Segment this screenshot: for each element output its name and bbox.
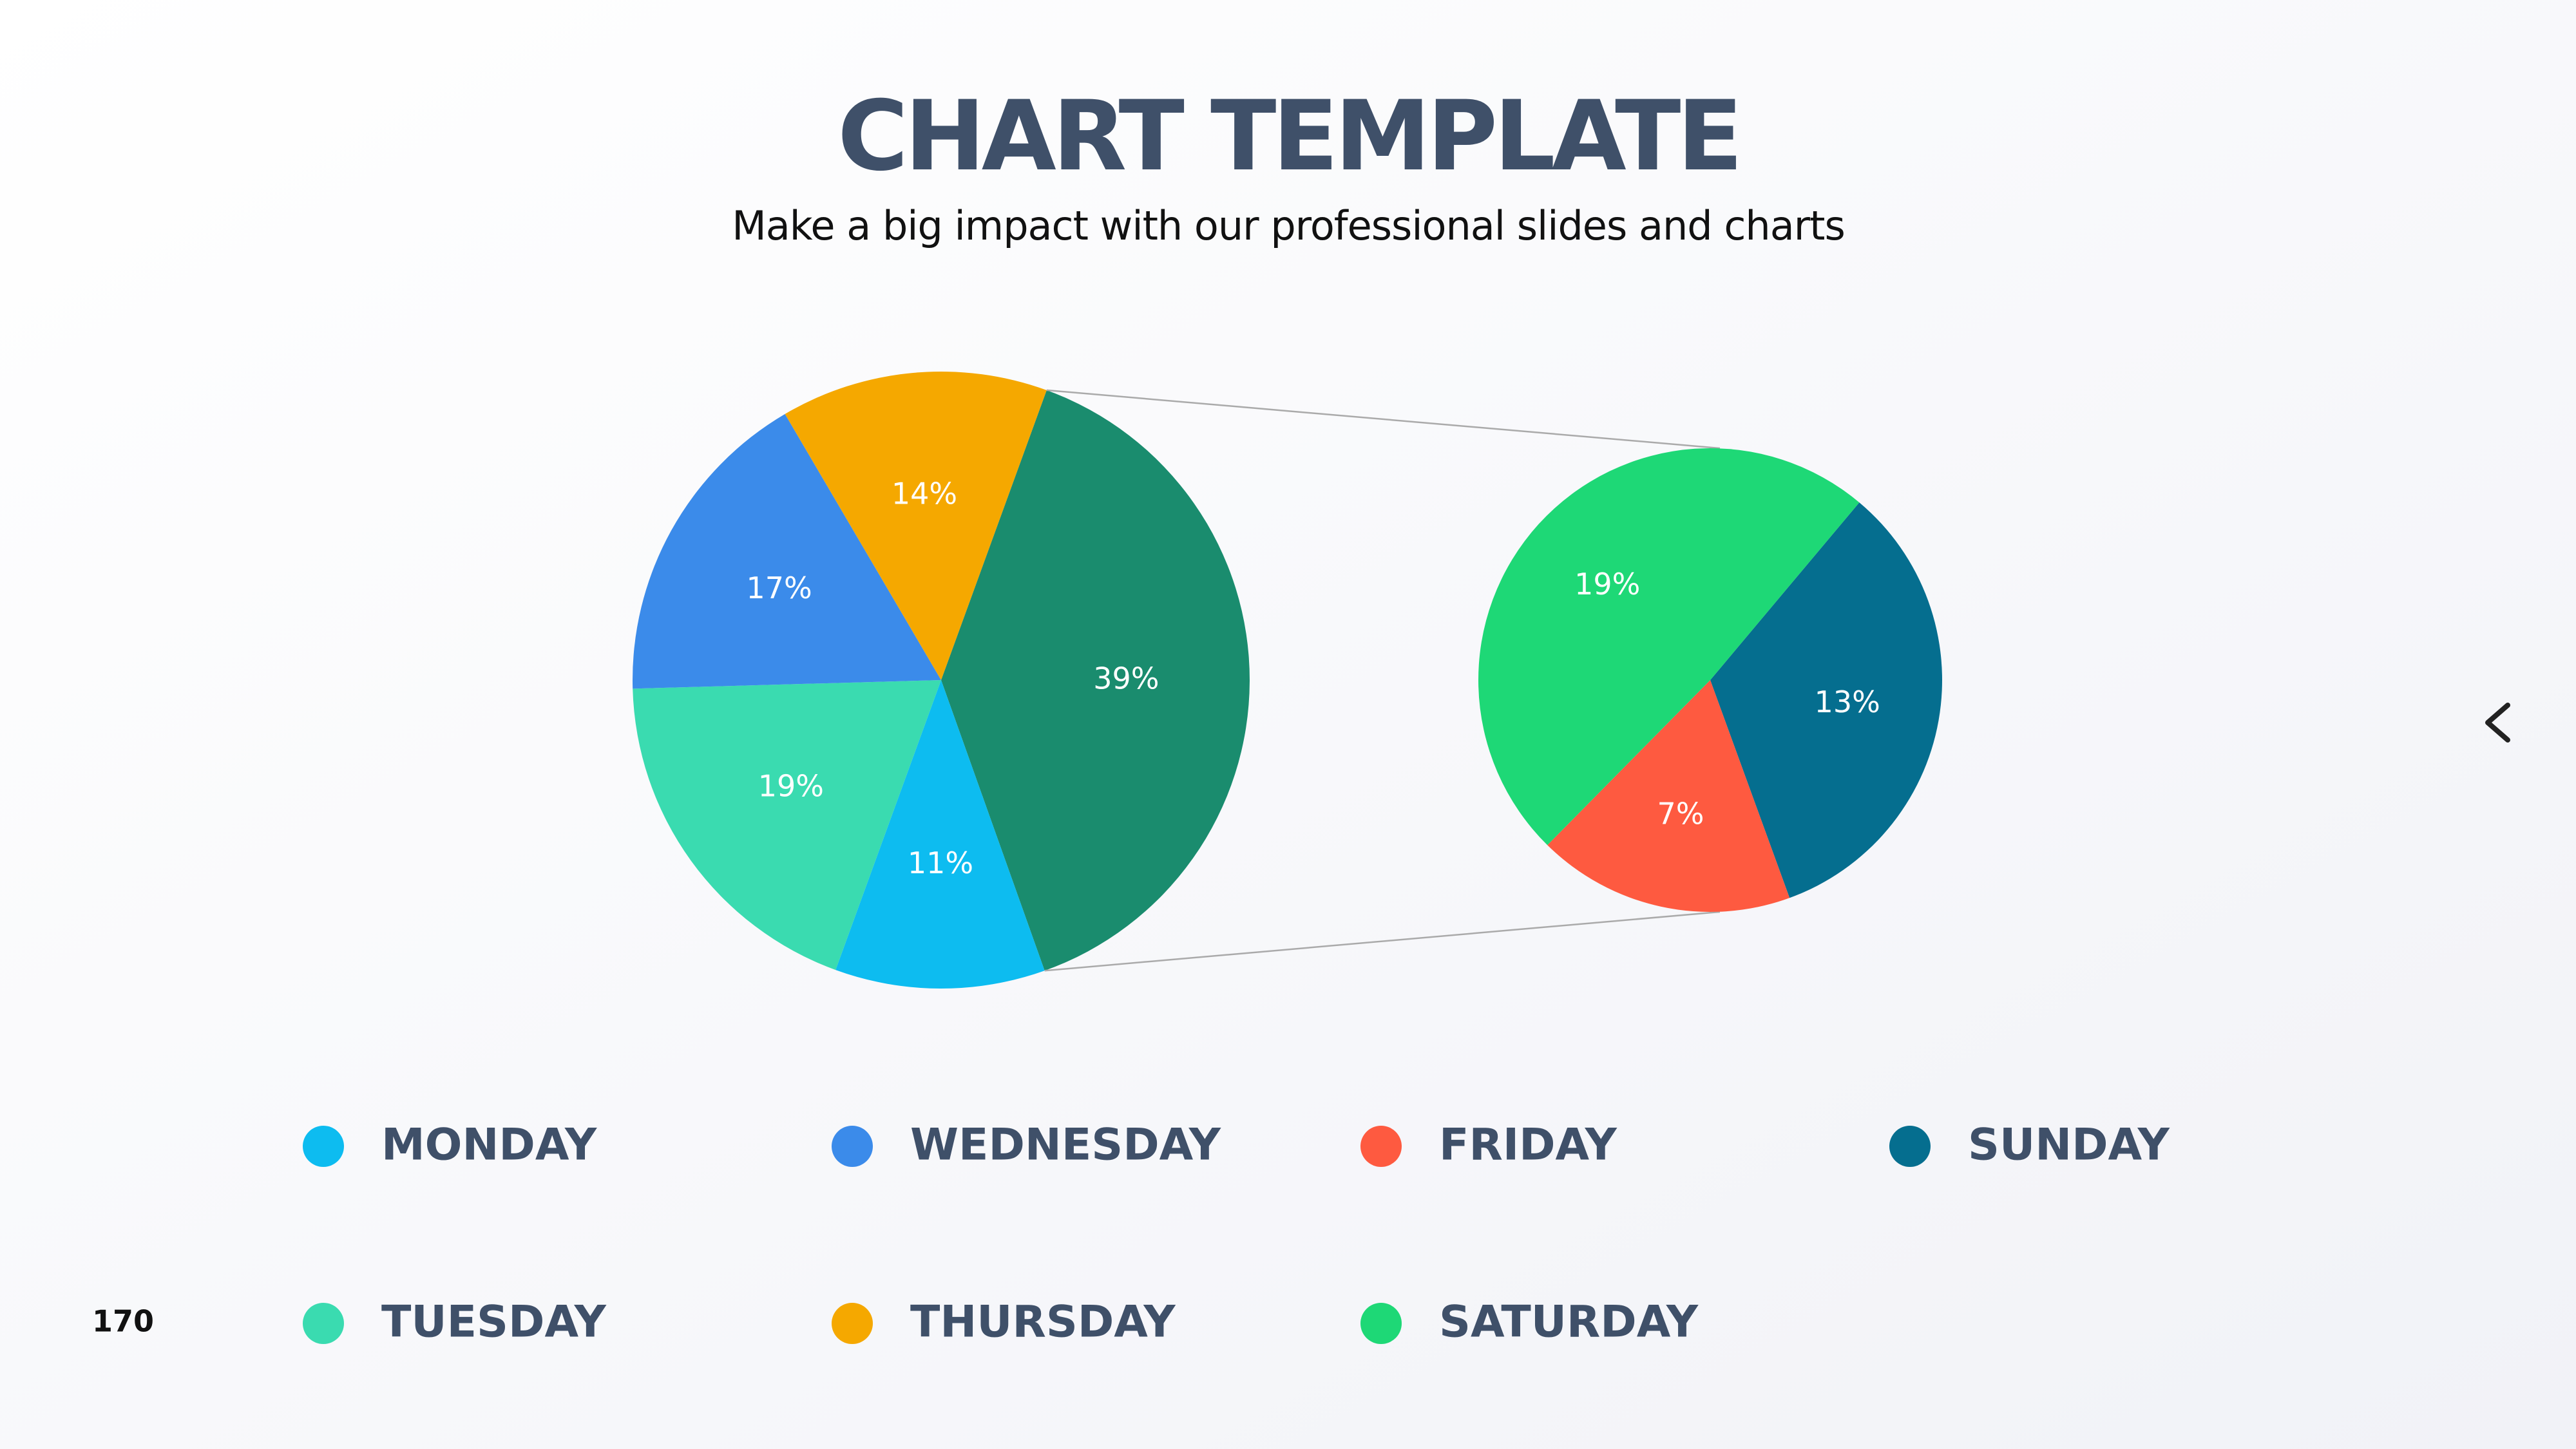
pie-slice	[633, 413, 941, 689]
legend-label: MONDAY	[381, 1120, 597, 1171]
legend-marker	[832, 1126, 873, 1167]
slice-label: 14%	[892, 476, 957, 511]
legend-label: TUESDAY	[381, 1297, 607, 1348]
legend-marker	[303, 1126, 344, 1167]
slice-label: 13%	[1815, 685, 1880, 719]
legend-marker	[1360, 1126, 1402, 1167]
slice-label: 19%	[758, 769, 824, 804]
slice-label: 7%	[1657, 797, 1704, 831]
slice-label: 39%	[1093, 661, 1159, 696]
pie-slice	[1547, 680, 1790, 913]
legend-label: SATURDAY	[1439, 1297, 1699, 1348]
legend-marker	[832, 1303, 873, 1344]
pie-slice	[835, 680, 1045, 989]
legend-marker	[303, 1303, 344, 1344]
pie-slice	[1710, 502, 1942, 898]
legend-label: THURSDAY	[910, 1297, 1176, 1348]
slice-label: 11%	[908, 846, 973, 880]
page-number: 170	[92, 1304, 154, 1339]
connector-line	[1046, 389, 1721, 450]
slice-label: 17%	[747, 571, 812, 605]
legend-marker	[1889, 1126, 1931, 1167]
pie-slice	[941, 390, 1250, 971]
pie-slice	[785, 371, 1047, 680]
slice-label: 19%	[1574, 567, 1640, 601]
connector-line	[1044, 911, 1721, 972]
legend-label: SUNDAY	[1968, 1120, 2170, 1171]
back-chevron[interactable]	[2485, 703, 2510, 743]
pie-slice	[633, 680, 941, 971]
legend-marker	[1360, 1303, 1402, 1344]
chart-title: CHART TEMPLATE	[837, 80, 1739, 193]
chart-subtitle: Make a big impact with our professional …	[732, 202, 1845, 249]
legend-label: FRIDAY	[1439, 1120, 1617, 1171]
pie-slice	[1478, 448, 1860, 846]
legend-label: WEDNESDAY	[910, 1120, 1221, 1171]
